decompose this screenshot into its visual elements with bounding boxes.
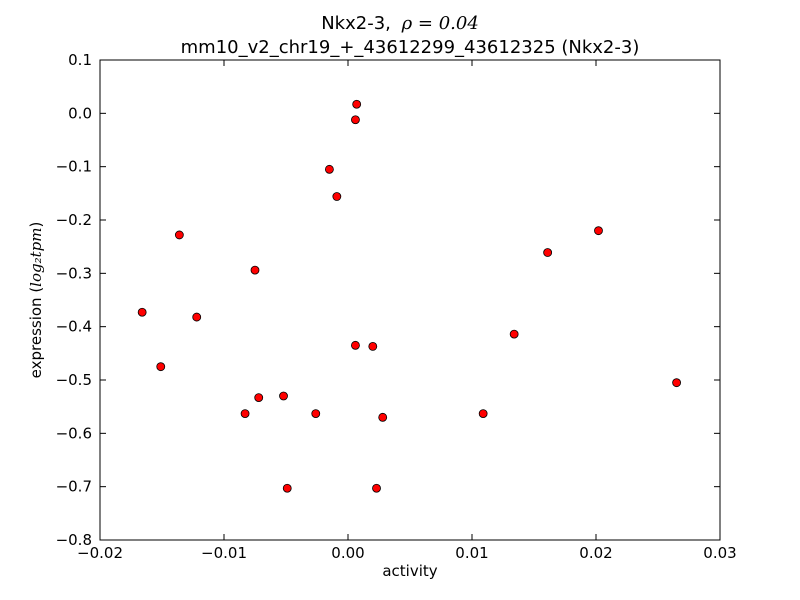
chart-title-gene: Nkx2-3, bbox=[321, 13, 391, 34]
data-point bbox=[324, 164, 334, 174]
axis-ticks: −0.02 −0.01 0.00 0.01 0.02 0.03 −0.8 −0.7 −0.6 −0… bbox=[56, 51, 737, 562]
data-point bbox=[250, 265, 260, 275]
data-point bbox=[478, 409, 488, 419]
x-tick-label: −0.02 bbox=[77, 544, 123, 562]
data-point bbox=[509, 329, 519, 339]
y-axis-label-prefix: expression ( bbox=[27, 287, 45, 379]
data-point bbox=[311, 409, 321, 419]
data-point bbox=[352, 99, 362, 109]
data-point bbox=[594, 226, 603, 236]
data-point bbox=[672, 378, 681, 388]
y-tick-label: −0.1 bbox=[56, 158, 92, 176]
y-axis-label-suffix: ) bbox=[27, 222, 45, 228]
data-point bbox=[351, 115, 360, 125]
data-point bbox=[279, 391, 288, 401]
y-tick-label: −0.6 bbox=[56, 424, 92, 442]
data-point bbox=[378, 412, 388, 422]
data-point bbox=[254, 393, 264, 403]
chart-subtitle: mm10_v2_chr19_+_43612299_43612325 (Nkx2-… bbox=[181, 37, 640, 58]
y-tick-label: −0.7 bbox=[56, 478, 92, 496]
data-point bbox=[543, 248, 553, 257]
y-tick-label: −0.5 bbox=[56, 371, 92, 389]
x-tick-label: 0.02 bbox=[579, 544, 612, 562]
data-point bbox=[137, 307, 147, 317]
x-tick-label: 0.01 bbox=[455, 544, 488, 562]
chart-title-rho: ρ = 0.04 bbox=[401, 13, 479, 34]
data-point bbox=[240, 409, 250, 419]
x-tick-label: −0.01 bbox=[201, 544, 247, 562]
y-axis-label-math: log₂tpm bbox=[27, 228, 45, 287]
data-point bbox=[174, 230, 184, 240]
y-tick-label: 0.1 bbox=[68, 51, 92, 69]
data-point bbox=[282, 483, 292, 493]
y-tick-label: −0.8 bbox=[56, 531, 92, 549]
data-points bbox=[137, 99, 681, 493]
y-tick-label: −0.3 bbox=[56, 264, 92, 282]
y-axis-label: expression (log₂tpm) bbox=[27, 222, 45, 379]
y-tick-label: −0.4 bbox=[56, 318, 92, 336]
x-tick-label: 0.03 bbox=[703, 544, 736, 562]
data-point bbox=[332, 192, 342, 201]
data-point bbox=[192, 312, 202, 322]
data-point bbox=[368, 341, 378, 351]
data-point bbox=[156, 362, 166, 372]
x-axis-label: activity bbox=[382, 562, 437, 580]
plot-frame bbox=[99, 59, 721, 541]
data-point bbox=[351, 340, 360, 350]
chart-title: Nkx2-3, ρ = 0.04 bbox=[321, 13, 479, 34]
y-tick-label: 0.0 bbox=[68, 104, 92, 122]
y-tick-label: −0.2 bbox=[56, 211, 92, 229]
plot-area bbox=[100, 60, 720, 540]
data-point bbox=[372, 483, 381, 493]
x-tick-label: 0.00 bbox=[331, 544, 364, 562]
